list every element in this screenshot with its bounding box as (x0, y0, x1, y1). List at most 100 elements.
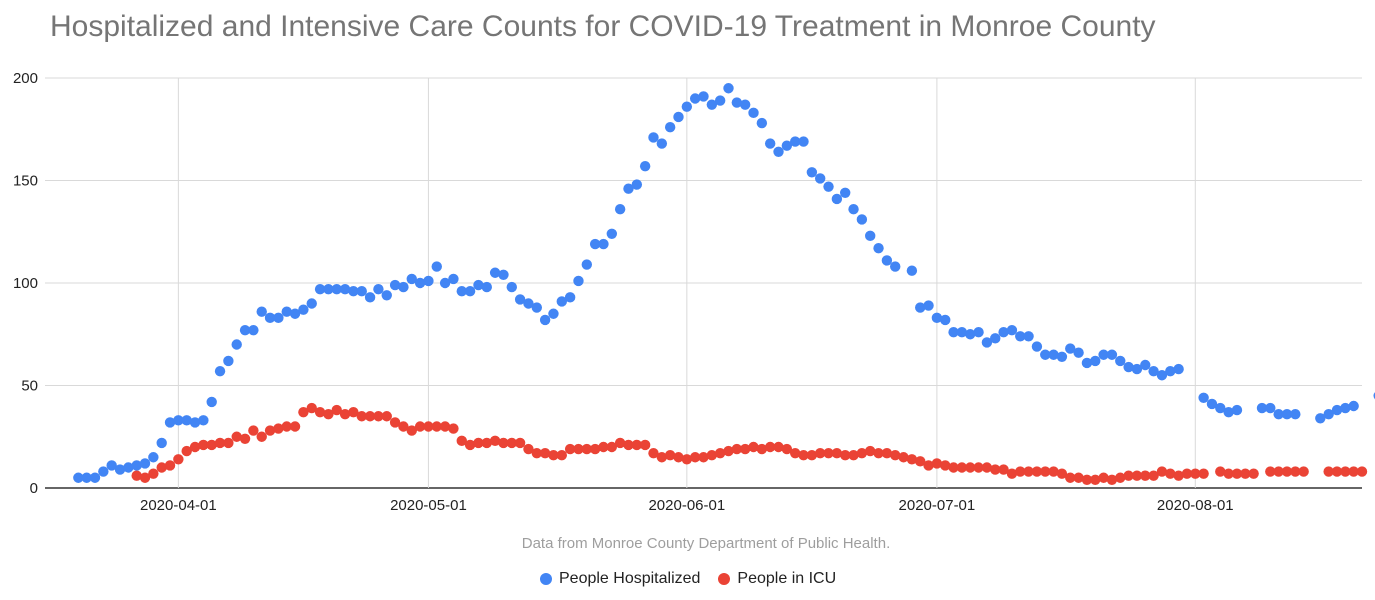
data-point (1190, 468, 1201, 479)
data-point (981, 462, 993, 473)
data-point (831, 447, 843, 459)
data-point (331, 404, 342, 416)
data-point (1315, 413, 1326, 424)
data-point (439, 277, 451, 289)
data-point (773, 146, 784, 157)
data-point (181, 445, 192, 457)
data-point (781, 140, 793, 151)
data-point (189, 417, 201, 428)
data-point (673, 111, 684, 123)
data-point (1290, 409, 1301, 420)
data-point (1223, 406, 1234, 418)
data-point (1131, 363, 1143, 375)
data-point (1173, 470, 1184, 481)
data-point (931, 312, 943, 324)
data-point (789, 447, 801, 459)
data-point (948, 327, 959, 338)
data-point (698, 91, 709, 102)
data-point (756, 443, 768, 455)
data-point (639, 439, 651, 451)
data-point (739, 99, 751, 110)
data-point (764, 138, 776, 149)
data-point (1090, 474, 1101, 485)
data-point (531, 302, 542, 313)
data-point (139, 458, 151, 469)
data-point (748, 107, 759, 119)
data-point (389, 279, 401, 291)
data-point (248, 324, 259, 336)
series-hospitalized (73, 83, 1375, 483)
data-point (431, 421, 442, 432)
data-point (1173, 363, 1184, 375)
data-point (714, 95, 726, 106)
data-point (865, 230, 876, 242)
data-point (389, 417, 401, 428)
data-point (1098, 472, 1109, 483)
data-point (956, 462, 968, 473)
data-point (1240, 468, 1251, 479)
data-point (873, 447, 884, 459)
data-point (106, 460, 117, 471)
data-point (498, 269, 509, 280)
data-point (1156, 466, 1168, 477)
data-point (239, 324, 251, 336)
data-point (1298, 466, 1309, 477)
data-point (323, 409, 334, 420)
data-point (923, 460, 934, 471)
data-point (948, 462, 959, 473)
data-point (506, 437, 517, 449)
data-point (523, 443, 534, 455)
data-point (998, 464, 1009, 475)
series-icu (131, 402, 1368, 485)
data-point (539, 447, 551, 459)
data-point (848, 204, 859, 215)
data-point (739, 443, 751, 455)
data-point (698, 452, 709, 463)
legend-item-icu: People in ICU (718, 570, 836, 588)
data-point (331, 283, 342, 295)
data-point (1015, 466, 1026, 477)
data-point (656, 452, 668, 463)
y-tick-label: 50 (21, 378, 38, 395)
data-point (1198, 468, 1209, 479)
data-point (181, 415, 192, 426)
data-point (356, 286, 367, 297)
data-point (98, 466, 109, 477)
data-point (623, 439, 634, 451)
data-point (498, 437, 509, 449)
data-point (306, 402, 317, 414)
x-axis-ticks: 2020-04-01 2020-05-01 2020-06-01 2020-07-01… (140, 497, 1234, 514)
data-point (1348, 466, 1359, 477)
data-point (956, 327, 968, 338)
data-point (248, 425, 259, 436)
data-point (1323, 466, 1334, 477)
data-point (1140, 359, 1151, 371)
data-point (973, 327, 984, 338)
data-point (890, 450, 901, 461)
data-point (1006, 468, 1018, 479)
y-tick-label: 0 (30, 480, 38, 497)
data-point (298, 304, 309, 315)
data-point (256, 431, 267, 442)
data-point (1065, 472, 1076, 483)
y-tick-label: 200 (13, 70, 38, 87)
data-point (1331, 404, 1343, 416)
data-point (865, 445, 876, 457)
data-point (981, 337, 993, 348)
data-point (814, 173, 826, 184)
data-point (456, 435, 467, 447)
data-point (414, 421, 426, 432)
x-tick-label: 2020-07-01 (899, 497, 976, 514)
data-point (1323, 409, 1334, 420)
data-point (439, 421, 451, 432)
data-point (1081, 357, 1093, 369)
data-point (1215, 466, 1226, 477)
data-point (748, 441, 759, 453)
data-point (631, 439, 643, 451)
legend-label-icu: People in ICU (737, 570, 837, 587)
data-point (456, 286, 467, 297)
data-point (339, 283, 351, 295)
data-point (206, 439, 217, 451)
data-point (398, 281, 409, 293)
data-point (1348, 400, 1359, 412)
